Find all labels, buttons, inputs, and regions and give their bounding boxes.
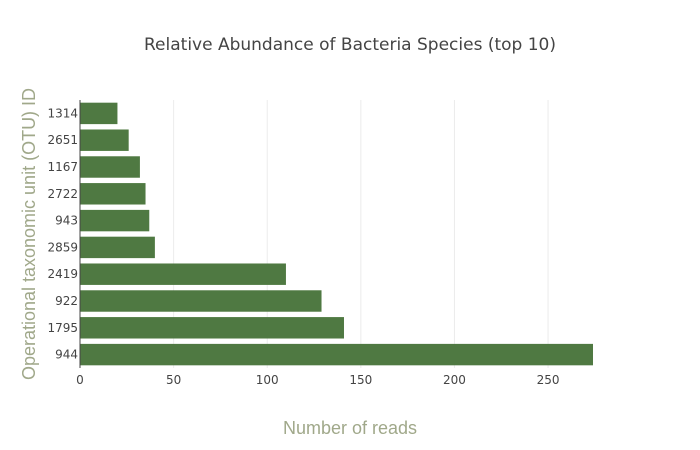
y-tick-label: 2859 bbox=[47, 240, 78, 254]
bar bbox=[80, 263, 286, 285]
bar bbox=[80, 317, 344, 339]
y-tick-label: 1314 bbox=[47, 106, 78, 120]
y-tick-label: 2651 bbox=[47, 133, 78, 147]
y-tick-label: 1167 bbox=[47, 160, 78, 174]
bar bbox=[80, 156, 140, 178]
chart-title: Relative Abundance of Bacteria Species (… bbox=[144, 35, 556, 55]
y-tick-label: 922 bbox=[55, 294, 78, 308]
x-tick-label: 200 bbox=[443, 373, 466, 387]
bar bbox=[80, 209, 150, 232]
bar bbox=[80, 236, 155, 259]
y-tick-label: 2722 bbox=[47, 187, 78, 201]
x-tick-label: 250 bbox=[537, 373, 560, 387]
bars bbox=[80, 102, 593, 366]
x-tick-labels: 0 50 100 150 200 250 bbox=[76, 373, 559, 387]
x-tick-label: 0 bbox=[76, 373, 84, 387]
bar bbox=[80, 290, 322, 312]
y-axis-title: Operational taxonomic unit (OTU) ID bbox=[19, 88, 39, 380]
y-tick-label: 943 bbox=[55, 214, 78, 228]
x-tick-label: 100 bbox=[256, 373, 279, 387]
y-tick-label: 2419 bbox=[47, 267, 78, 281]
y-tick-labels: 944 1795 922 2419 2859 943 2722 1167 2651 1314 bbox=[47, 106, 78, 361]
x-tick-label: 50 bbox=[166, 373, 181, 387]
y-tick-label: 1795 bbox=[47, 321, 78, 335]
bar bbox=[80, 343, 593, 366]
x-axis-title: Number of reads bbox=[283, 418, 417, 438]
bar bbox=[80, 129, 129, 151]
x-tick-label: 150 bbox=[349, 373, 372, 387]
bar bbox=[80, 183, 146, 205]
y-tick-label: 944 bbox=[55, 348, 78, 362]
bar bbox=[80, 102, 118, 125]
